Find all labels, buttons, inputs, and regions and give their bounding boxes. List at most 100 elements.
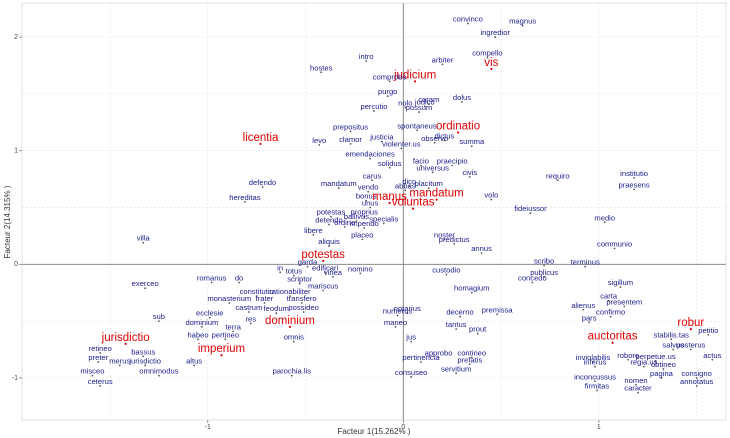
data-point [490,198,493,201]
data-point [416,129,418,132]
point-label: specialis [369,214,398,223]
point-label: totus [286,267,303,276]
data-point [543,275,546,278]
point-label: jurisdictio [128,356,161,365]
data-point [318,144,321,146]
point-label: hereditas [229,193,260,202]
point-label: nolo [398,99,412,108]
point-label: villa [137,234,151,243]
point-label: sigillum [608,278,633,287]
data-point [249,322,252,325]
point-label: dictus [434,131,454,140]
data-point [210,281,213,284]
point-label: institutio [620,169,648,178]
data-point [302,311,305,313]
data-point [418,111,420,113]
data-point [306,265,309,268]
point-label: annotatus [680,377,714,386]
data-point [386,95,389,98]
point-label: petitio [698,326,718,335]
data-point [298,282,301,285]
point-label: mariscus [308,281,339,290]
data-point [613,247,616,250]
point-label: rationabiliter [269,287,311,296]
point-label: proprius [351,208,379,217]
point-label: pertineo [212,330,239,339]
point-label: inconcussus [574,372,616,381]
point-label: publicus [530,268,558,277]
point-label: annus [471,244,492,253]
data-point [431,171,434,174]
data-point [435,198,438,201]
point-label: omnis [284,333,304,342]
point-label: approbo [425,349,453,358]
data-point [529,212,532,215]
point-label: prefatis [457,355,482,364]
point-label: custodio [432,266,460,275]
data-point [142,355,145,358]
data-point [470,356,473,359]
point-label: omnimodus [139,367,178,376]
highlight-label: judicium [393,69,436,81]
data-point [220,354,223,357]
data-point [382,222,385,225]
plot-panel [20,0,728,422]
point-label: inviolabilis [576,353,611,362]
data-point [355,220,358,223]
data-point [292,274,295,277]
point-label: obtineo [651,360,676,369]
data-point [584,265,587,268]
data-point [470,291,473,294]
point-label: vinea [324,268,343,277]
data-point [412,207,415,210]
data-point [289,295,291,298]
data-point [486,56,489,59]
point-label: carta [600,292,618,301]
data-point [588,321,591,324]
point-label: ballivus [344,212,370,221]
data-point [328,223,330,226]
data-point [369,157,371,160]
point-label: observo [421,134,448,143]
data-point [228,302,231,304]
highlight-label: licentia [243,132,279,144]
point-label: notarius [394,304,421,313]
point-label: clamor [339,135,362,144]
data-point [247,311,250,313]
data-point [456,131,460,134]
point-label: nomino [348,264,373,273]
point-label: in [277,263,283,272]
point-label: mandatum [321,179,357,188]
point-label: frater [256,294,274,303]
point-label: firmitas [585,381,610,390]
data-point [410,340,413,343]
data-point [367,190,370,193]
data-point [695,385,698,387]
point-label: compello [472,49,502,58]
data-point [455,372,458,375]
data-point [363,215,366,218]
point-label: vendo [358,183,379,192]
data-point [480,252,483,254]
data-point [292,340,295,343]
point-label: habeo [187,330,208,339]
data-point [654,360,657,362]
point-label: actus [703,351,721,360]
point-label: praecipio [437,156,468,165]
point-label: predictus [439,235,470,244]
highlight-label: imperium [198,343,245,355]
point-label: ordino [334,218,355,227]
data-point [468,363,471,366]
data-point [404,106,407,109]
point-label: decerno [446,308,473,317]
point-label: medio [594,213,615,222]
data-point [521,24,524,27]
point-label: alienus [571,301,595,310]
data-point [99,385,102,387]
point-label: abbas [395,181,416,190]
data-point [279,271,282,274]
data-point [689,328,692,331]
data-point [238,281,240,284]
data-point [312,233,315,236]
tick-labels: -1 0 1 -1 0 1 2 [12,34,601,431]
